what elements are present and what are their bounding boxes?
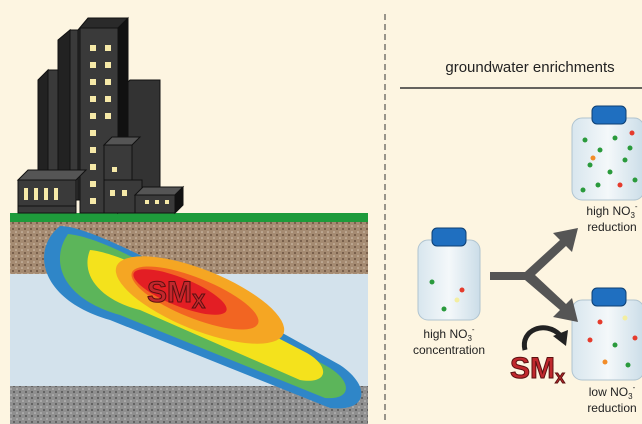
- label-sub: X: [555, 370, 565, 387]
- label-sub: 3: [467, 334, 472, 343]
- jar: [571, 105, 642, 201]
- plume: [44, 226, 362, 409]
- label-line: reduction: [587, 401, 636, 415]
- jar: [571, 287, 642, 381]
- jar: [417, 227, 481, 321]
- label-sub: 3: [628, 392, 633, 401]
- label-text: SM: [147, 276, 192, 309]
- label-text: SM: [510, 352, 555, 385]
- label-sub: 3: [630, 211, 635, 220]
- label-sup: -: [635, 202, 638, 211]
- jar-label: low NO3- reduction: [587, 383, 636, 415]
- arrow-label: SMX: [510, 352, 565, 387]
- split-arrow: [490, 228, 578, 322]
- label-line: reduction: [587, 220, 636, 234]
- grass: [10, 213, 368, 222]
- jar-label: high NO3- reduction: [586, 202, 637, 234]
- panel-title: groundwater enrichments: [445, 59, 614, 76]
- arrow-head: [553, 330, 568, 346]
- label-sub: X: [192, 291, 206, 313]
- label-text: high NO: [586, 204, 630, 218]
- label-line: concentration: [413, 343, 485, 357]
- label-text: high NO: [423, 327, 467, 341]
- buildings: [16, 16, 185, 215]
- curved-arrow: [521, 325, 562, 351]
- plume-label: SMX: [147, 276, 206, 313]
- label-sup: -: [472, 325, 475, 334]
- label-text: low NO: [589, 385, 628, 399]
- windows: [24, 45, 169, 204]
- label-sup: -: [633, 383, 636, 392]
- jar-label: high NO3- concentration: [413, 325, 485, 357]
